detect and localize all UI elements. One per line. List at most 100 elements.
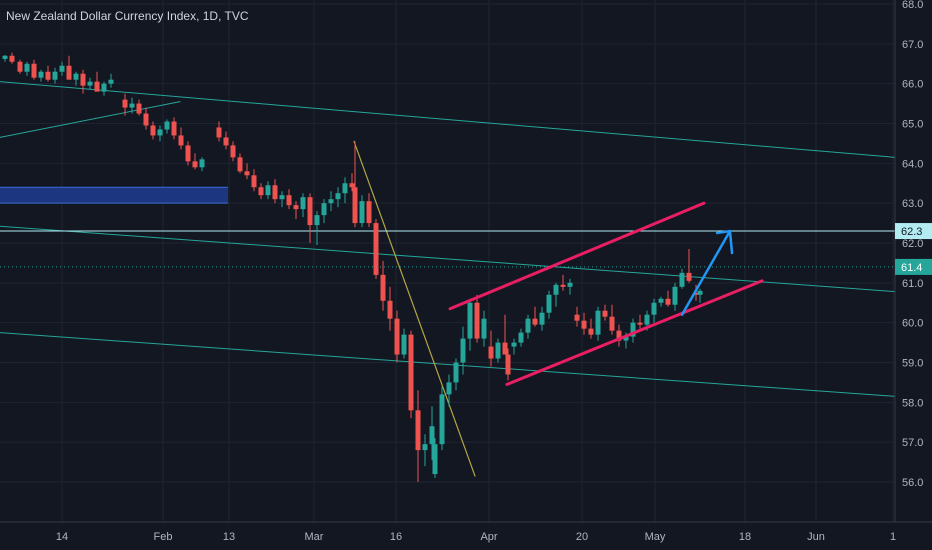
y-tick-label: 68.0 — [902, 0, 923, 11]
x-tick-label: 14 — [56, 531, 68, 543]
candle-body — [335, 193, 341, 200]
y-tick-label: 56.0 — [902, 477, 923, 489]
candle-body — [511, 342, 517, 347]
candle-body — [24, 63, 30, 72]
price-tag — [895, 223, 932, 240]
candle-body — [101, 83, 107, 92]
candle-body — [637, 322, 643, 325]
x-tick-label: 20 — [576, 531, 588, 543]
candle-body — [401, 334, 407, 355]
candle-body — [686, 272, 692, 281]
x-tick-label: 1 — [890, 531, 896, 543]
candle-body — [87, 81, 93, 86]
candle-body — [505, 354, 511, 375]
price-tag-label: 61.4 — [901, 262, 922, 274]
candle-body — [136, 103, 142, 114]
candle-body — [307, 197, 313, 226]
trend-line — [0, 81, 896, 158]
candle-body — [415, 410, 421, 451]
price-tag — [895, 258, 932, 275]
forecast-arrow — [680, 229, 732, 316]
candle-body — [539, 312, 545, 325]
candle-body — [460, 338, 466, 363]
candle-body — [644, 314, 650, 325]
candle-body — [623, 336, 629, 341]
candle-body — [17, 61, 23, 72]
candle-body — [321, 203, 327, 216]
candle-body — [672, 286, 678, 305]
candle-body — [223, 137, 229, 146]
forecast-arrowhead — [715, 229, 734, 255]
x-tick-label: 18 — [739, 531, 751, 543]
candle-body — [602, 310, 608, 317]
candle-body — [52, 71, 58, 80]
candle-body — [595, 310, 601, 335]
candle-body — [697, 290, 703, 295]
candle-body — [518, 332, 524, 343]
candle-body — [279, 195, 285, 200]
candle-body — [488, 346, 494, 359]
candle-body — [446, 382, 452, 395]
candle-body — [143, 113, 149, 126]
y-tick-label: 67.0 — [902, 39, 923, 51]
candle-body — [108, 79, 114, 84]
candle-body — [422, 444, 428, 451]
y-tick-label: 60.0 — [902, 318, 923, 330]
x-tick-label: Mar — [305, 531, 324, 543]
candle-body — [679, 272, 685, 287]
candle-body — [651, 302, 657, 315]
candle-body — [230, 145, 236, 158]
candle-body — [525, 318, 531, 333]
candle-body — [150, 125, 156, 136]
y-tick-label: 66.0 — [902, 79, 923, 91]
candle-body — [342, 183, 348, 194]
candle-body — [66, 65, 72, 80]
x-tick-label: Apr — [480, 531, 497, 543]
y-tick-label: 61.0 — [902, 278, 923, 290]
trend-line — [0, 225, 896, 293]
candle-body — [481, 318, 487, 339]
candle-body — [314, 215, 320, 226]
y-tick-label: 64.0 — [902, 158, 923, 170]
candle-body — [474, 302, 480, 339]
candle-body — [244, 171, 250, 176]
candle-body — [616, 330, 622, 341]
candle-body — [408, 334, 414, 411]
channel-line — [448, 201, 706, 311]
candle-body — [658, 298, 664, 303]
x-tick-label: 16 — [390, 531, 402, 543]
trend-line — [0, 332, 896, 397]
x-tick-label: May — [645, 531, 666, 543]
candle-body — [532, 318, 538, 325]
candle-body — [199, 159, 205, 168]
candle-body — [164, 121, 170, 130]
y-tick-label: 58.0 — [902, 397, 923, 409]
annotations — [448, 201, 764, 386]
trend-line — [353, 140, 476, 477]
candle-body — [251, 175, 257, 188]
candle-body — [293, 205, 299, 210]
candle-body — [609, 316, 615, 331]
candle-body — [349, 183, 355, 188]
candle-body — [432, 444, 438, 475]
candle-body — [439, 394, 445, 445]
candle-body — [630, 322, 636, 337]
candle-body — [366, 201, 372, 224]
candle-body — [567, 282, 573, 287]
candle-body — [122, 99, 128, 108]
candle-body — [129, 103, 135, 108]
chart-title: New Zealand Dollar Currency Index, 1D, T… — [6, 9, 249, 23]
y-tick-label: 62.0 — [902, 238, 923, 250]
candle-body — [328, 199, 334, 204]
candle-body — [157, 129, 163, 136]
candle-body — [178, 135, 184, 146]
candle-body — [272, 185, 278, 200]
candle-body — [73, 73, 79, 80]
candle-body — [387, 300, 393, 319]
candle-body — [560, 284, 566, 287]
trendlines — [0, 81, 896, 477]
